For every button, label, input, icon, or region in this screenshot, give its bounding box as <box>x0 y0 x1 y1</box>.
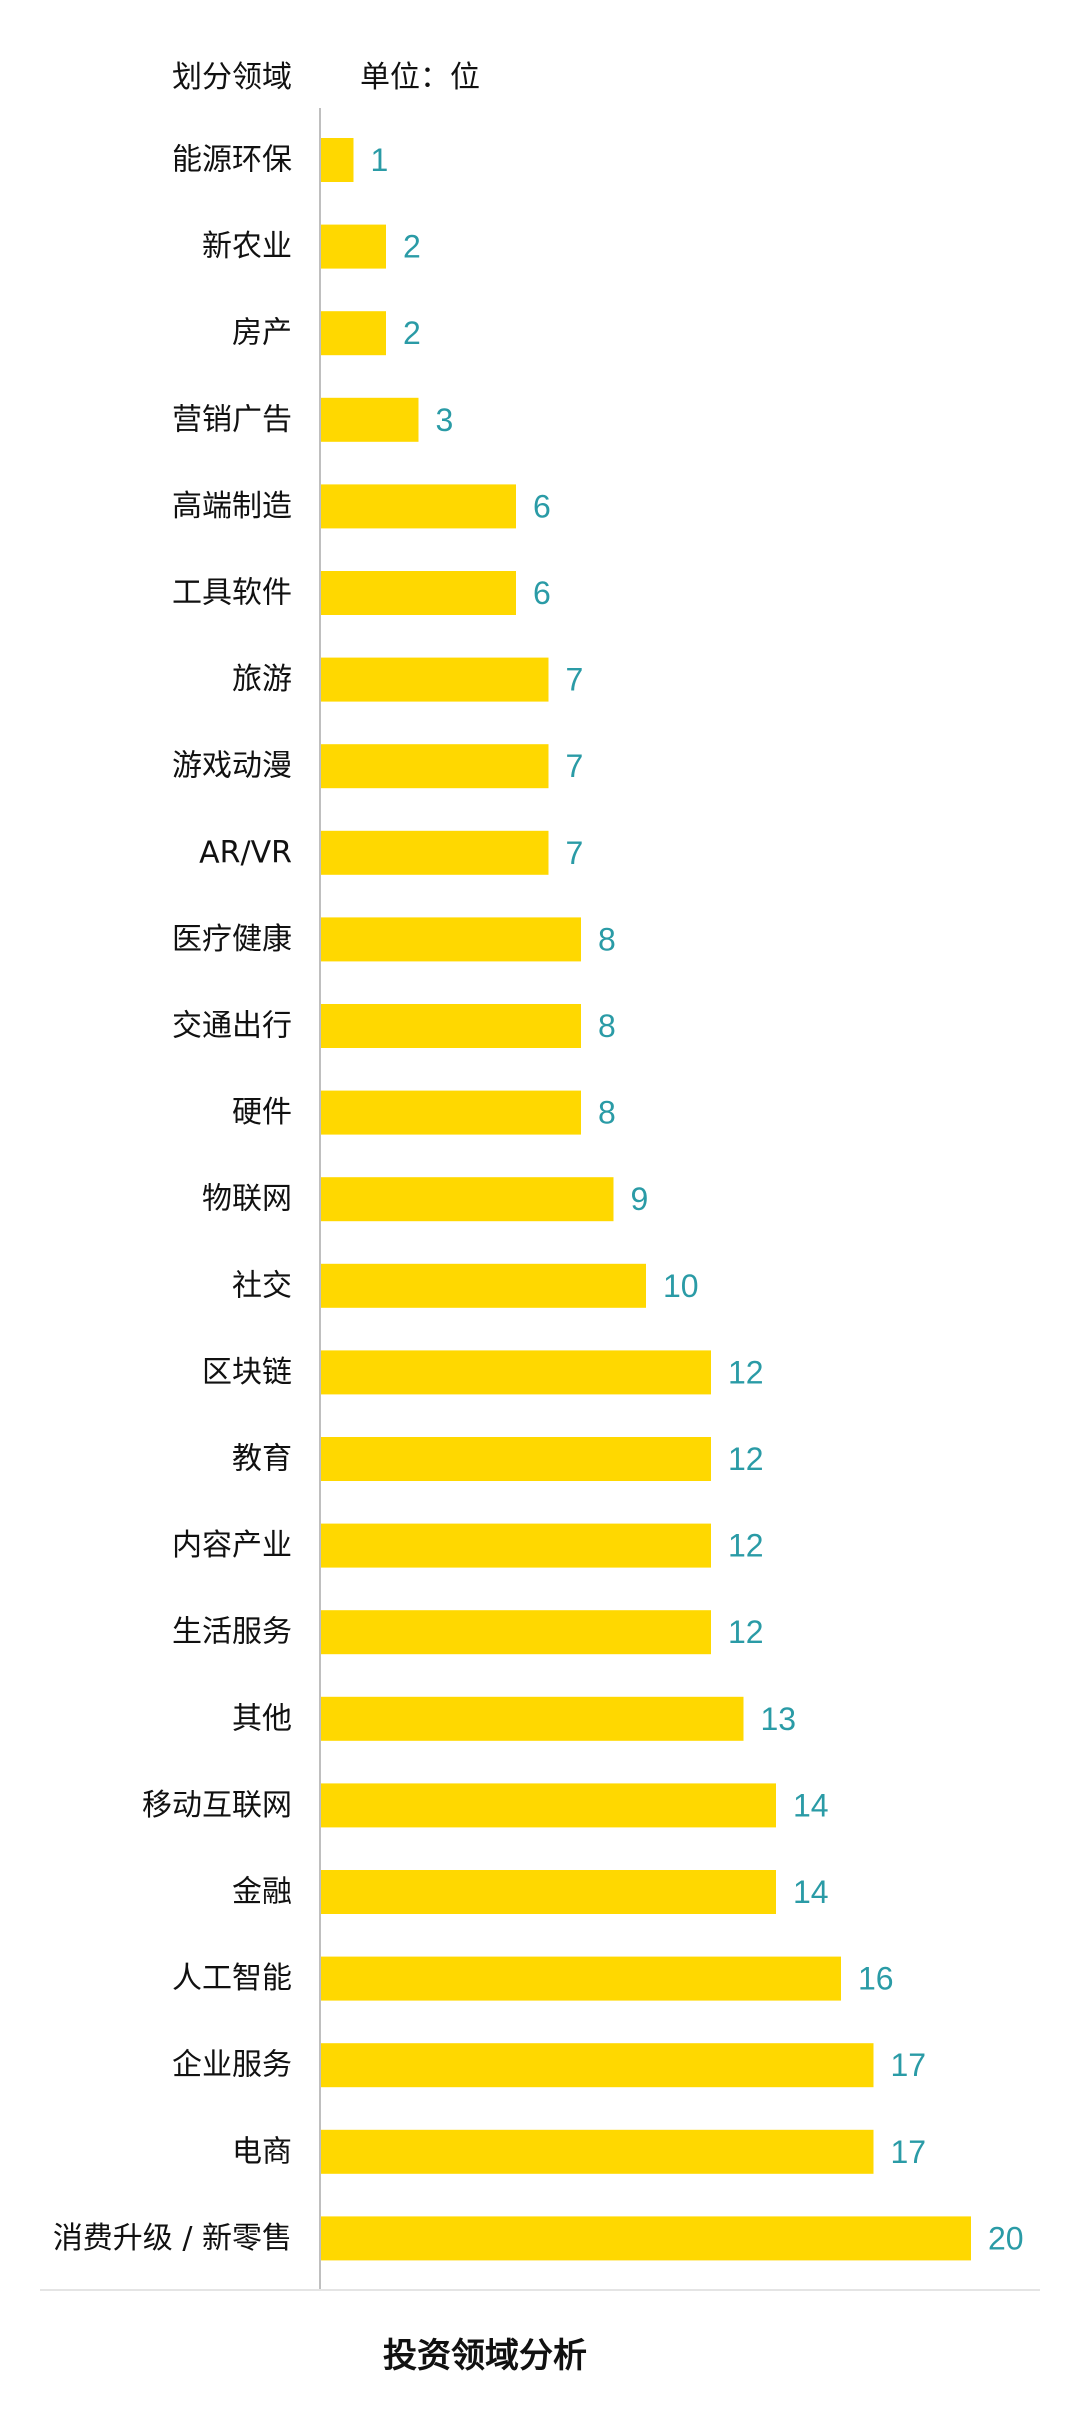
bar <box>321 2129 874 2174</box>
category-label: 游戏动漫 <box>172 749 292 784</box>
bar <box>321 1783 776 1828</box>
bar <box>321 1610 711 1655</box>
bar <box>321 1870 776 1914</box>
data-label: 2 <box>403 315 421 351</box>
bar <box>321 138 354 182</box>
bar <box>321 397 419 442</box>
bar <box>321 1004 581 1048</box>
category-label: 教育 <box>232 1442 292 1477</box>
data-label: 14 <box>793 1787 829 1823</box>
category-label: 电商 <box>232 2134 292 2169</box>
category-label: 交通出行 <box>172 1009 292 1044</box>
data-label: 16 <box>858 1961 894 1997</box>
chart-title: 投资领域分析 <box>383 2336 587 2376</box>
data-label: 10 <box>663 1268 699 1304</box>
bar <box>321 1696 744 1741</box>
unit-label: 单位：位 <box>360 60 480 95</box>
bar <box>321 224 386 269</box>
bar <box>321 917 581 962</box>
bar <box>321 1350 711 1395</box>
bar <box>321 744 549 789</box>
category-label: 硬件 <box>232 1095 292 1130</box>
data-label: 2 <box>403 229 421 265</box>
data-label: 13 <box>761 1701 797 1737</box>
category-label: 区块链 <box>202 1355 292 1390</box>
data-label: 12 <box>728 1614 764 1650</box>
data-label: 7 <box>566 662 584 698</box>
bar <box>321 1437 711 1481</box>
bar <box>321 2043 874 2088</box>
bar <box>321 571 516 615</box>
data-label: 6 <box>533 488 551 524</box>
category-label: 生活服务 <box>172 1615 292 1650</box>
category-axis-header: 划分领域 <box>172 60 292 95</box>
bar <box>321 1956 841 2001</box>
category-label: 旅游 <box>232 662 292 697</box>
data-label: 7 <box>566 748 584 784</box>
data-label: 6 <box>533 575 551 611</box>
bar <box>321 830 549 875</box>
bar <box>321 2216 971 2261</box>
category-label: 新农业 <box>202 229 292 264</box>
data-label: 7 <box>566 835 584 871</box>
data-label: 17 <box>891 2134 927 2170</box>
data-label: 14 <box>793 1874 829 1910</box>
data-label: 1 <box>371 142 389 178</box>
data-label: 9 <box>631 1181 649 1217</box>
data-label: 12 <box>728 1354 764 1390</box>
category-label: 人工智能 <box>172 1961 292 1996</box>
data-label: 3 <box>436 402 454 438</box>
category-label: 工具软件 <box>172 576 292 611</box>
category-label: 社交 <box>232 1268 292 1303</box>
category-label: 消费升级 / 新零售 <box>53 2221 292 2256</box>
data-label: 8 <box>598 1008 616 1044</box>
category-label: 能源环保 <box>172 143 292 178</box>
data-label: 12 <box>728 1441 764 1477</box>
bar <box>321 484 516 529</box>
data-label: 12 <box>728 1528 764 1564</box>
category-label: AR/VR <box>199 835 292 870</box>
bar <box>321 1090 581 1135</box>
data-label: 8 <box>598 921 616 957</box>
category-label: 物联网 <box>202 1182 292 1217</box>
category-label: 内容产业 <box>172 1528 292 1563</box>
category-label: 移动互联网 <box>142 1788 292 1823</box>
data-label: 8 <box>598 1095 616 1131</box>
bar <box>321 657 549 702</box>
category-label: 金融 <box>232 1875 292 1910</box>
category-label: 营销广告 <box>172 402 292 437</box>
bar <box>321 1523 711 1568</box>
category-label: 医疗健康 <box>172 922 292 957</box>
category-label: 其他 <box>232 1701 292 1736</box>
data-label: 20 <box>988 2220 1024 2256</box>
category-label: 房产 <box>232 316 292 351</box>
category-label: 企业服务 <box>172 2048 292 2083</box>
bar <box>321 1177 614 1222</box>
category-label: 高端制造 <box>172 489 292 524</box>
data-label: 17 <box>891 2047 927 2083</box>
bar <box>321 311 386 356</box>
bar <box>321 1263 646 1308</box>
